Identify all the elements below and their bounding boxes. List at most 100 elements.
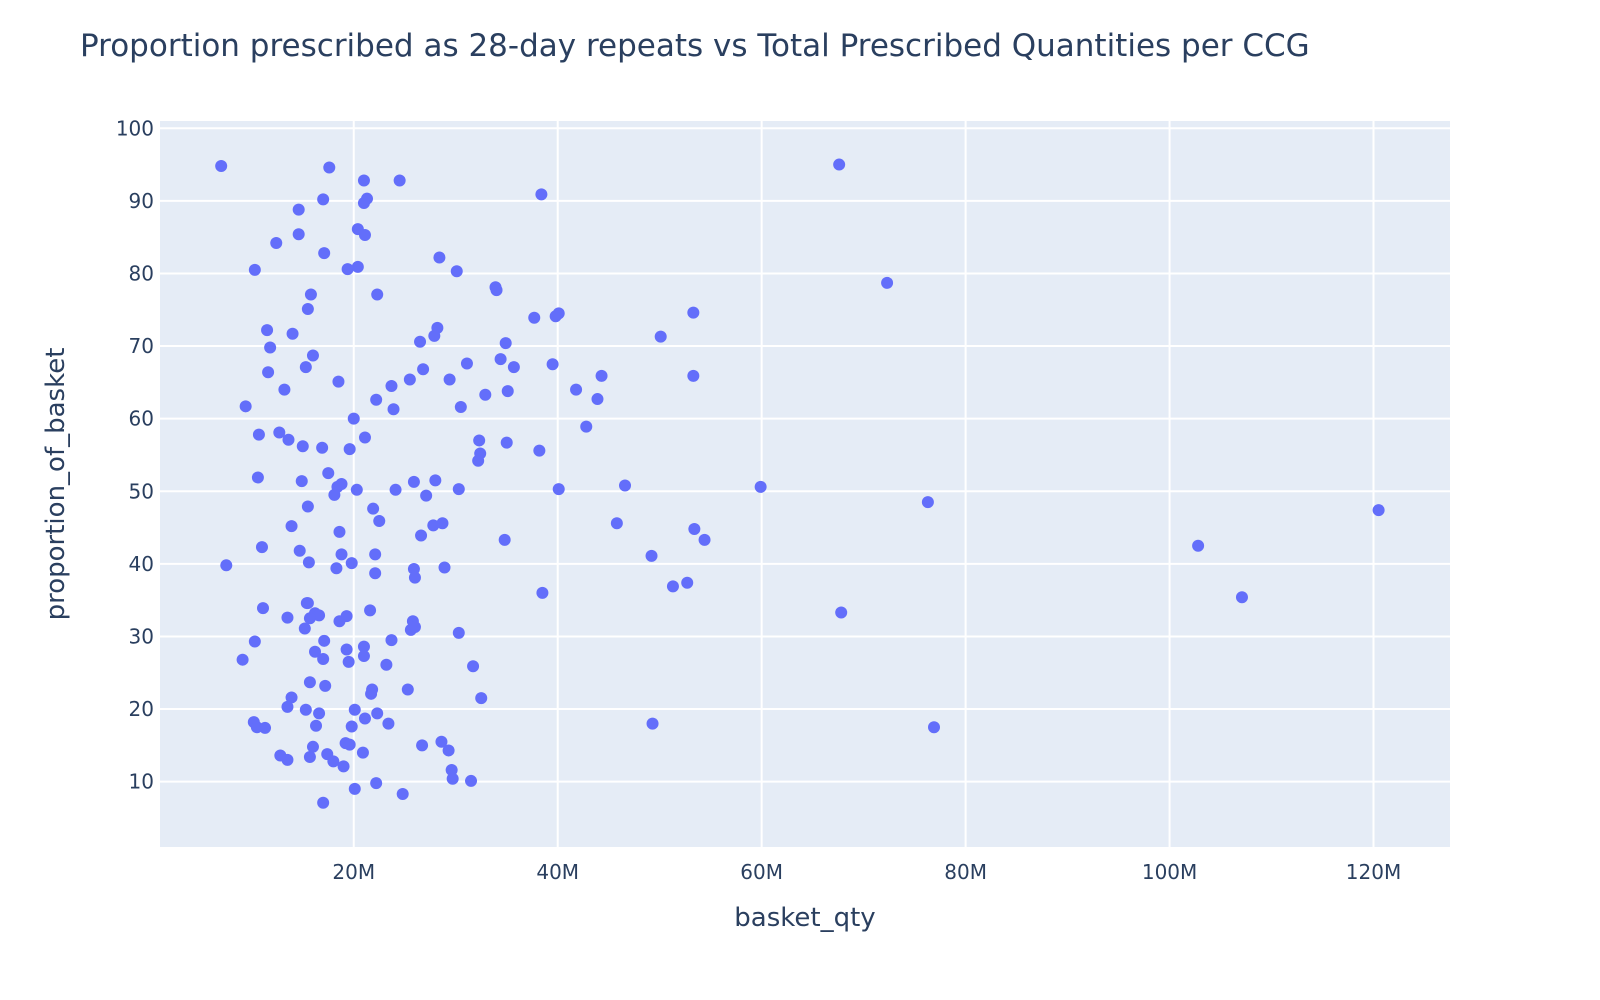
plot-area <box>160 121 1450 847</box>
scatter-point <box>681 576 694 589</box>
scatter-point <box>351 260 364 273</box>
scatter-point <box>533 444 546 457</box>
scatter-point <box>293 544 306 557</box>
scatter-point <box>259 721 272 734</box>
scatter-point <box>385 379 398 392</box>
scatter-point <box>501 385 514 398</box>
scatter-point <box>610 517 623 530</box>
scatter-point <box>303 612 316 625</box>
scatter-point <box>317 652 330 665</box>
scatter-point <box>345 557 358 570</box>
scatter-point <box>310 719 323 732</box>
scatter-point <box>301 303 314 316</box>
y-tick-label: 100 <box>116 116 154 140</box>
scatter-point <box>507 361 520 374</box>
scatter-point <box>335 478 348 490</box>
x-tick-label: 100M <box>1142 860 1197 884</box>
scatter-point <box>278 383 291 396</box>
scatter-point <box>833 158 846 171</box>
scatter-point <box>535 188 548 201</box>
scatter-point <box>433 251 446 264</box>
scatter-point <box>415 529 428 542</box>
x-tick-label: 20M <box>332 860 375 884</box>
scatter-point <box>570 383 583 396</box>
scatter-point <box>921 496 934 509</box>
scatter-point <box>393 174 406 187</box>
chart-title: Proportion prescribed as 28-day repeats … <box>80 28 1310 64</box>
scatter-point <box>343 443 356 456</box>
x-tick-label: 80M <box>944 860 987 884</box>
scatter-point <box>552 483 565 496</box>
scatter-point <box>1235 591 1248 604</box>
scatter-point <box>255 541 268 554</box>
scatter-point <box>373 515 386 528</box>
scatter-point <box>591 393 604 406</box>
scatter-point <box>285 520 298 533</box>
scatter-point <box>333 525 346 538</box>
scatter-point <box>427 519 440 532</box>
scatter-point <box>298 622 311 635</box>
scatter-point <box>358 228 371 241</box>
scatter-point <box>450 265 463 278</box>
scatter-point <box>500 436 513 449</box>
scatter-point <box>273 426 286 439</box>
scatter-point <box>299 703 312 716</box>
scatter-point <box>356 746 369 759</box>
scatter-point <box>928 721 940 734</box>
scatter-point <box>370 393 383 406</box>
x-tick-label: 120M <box>1346 860 1401 884</box>
scatter-point <box>472 454 485 467</box>
scatter-point <box>333 615 346 628</box>
scatter-point <box>460 357 473 370</box>
scatter-point <box>528 311 541 324</box>
scatter-point <box>248 635 261 648</box>
scatter-point <box>687 306 700 319</box>
scatter-point <box>408 571 421 584</box>
scatter-point <box>452 483 465 496</box>
scatter-point <box>687 369 700 382</box>
scatter-point <box>299 361 312 374</box>
scatter-point <box>309 645 322 658</box>
scatter-point <box>428 329 441 342</box>
scatter-point <box>282 433 295 446</box>
scatter-point <box>281 700 294 713</box>
scatter-point <box>262 366 275 379</box>
scatter-point <box>438 561 451 574</box>
scatter-point <box>494 353 507 366</box>
scatter-point <box>322 467 335 480</box>
scatter-point <box>303 750 316 763</box>
scatter-point <box>281 753 294 766</box>
scatter-point <box>490 284 503 297</box>
scatter-point <box>337 760 350 773</box>
scatter-point <box>220 559 233 572</box>
scatter-point <box>313 609 326 622</box>
scatter-point <box>416 739 429 752</box>
scatter-point <box>580 420 593 433</box>
scatter-point <box>443 373 456 386</box>
y-tick-label: 30 <box>129 624 154 648</box>
x-axis-title: basket_qty <box>734 903 875 933</box>
scatter-point <box>357 650 370 663</box>
scatter-point <box>365 687 378 700</box>
scatter-point <box>499 337 512 350</box>
scatter-point <box>327 755 340 768</box>
scatter-point <box>306 349 319 362</box>
scatter-point <box>264 341 277 354</box>
scatter-point <box>475 692 488 705</box>
scatter-point <box>357 197 370 210</box>
scatter-point <box>296 440 309 453</box>
scatter-point <box>442 744 455 757</box>
scatter-point <box>301 500 314 513</box>
scatter-point <box>435 735 448 748</box>
y-tick-label: 70 <box>129 334 154 358</box>
scatter-point <box>285 691 298 704</box>
scatter-point <box>252 428 265 441</box>
scatter-point <box>385 634 398 647</box>
x-tick-label: 40M <box>536 860 579 884</box>
scatter-point <box>358 431 371 444</box>
scatter-point <box>317 796 330 809</box>
scatter-point <box>364 604 377 617</box>
y-tick-label: 10 <box>129 770 154 794</box>
scatter-point <box>698 533 711 546</box>
